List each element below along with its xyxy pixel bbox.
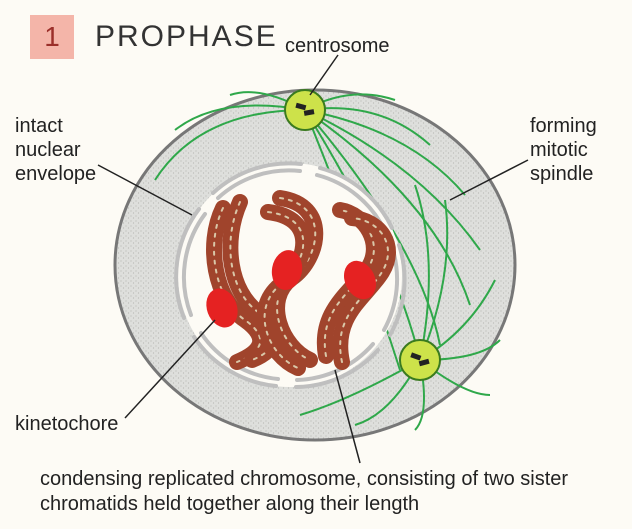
prophase-diagram: [0, 0, 632, 529]
centrosome-right: [400, 340, 440, 380]
centrosome-top: [285, 90, 325, 130]
